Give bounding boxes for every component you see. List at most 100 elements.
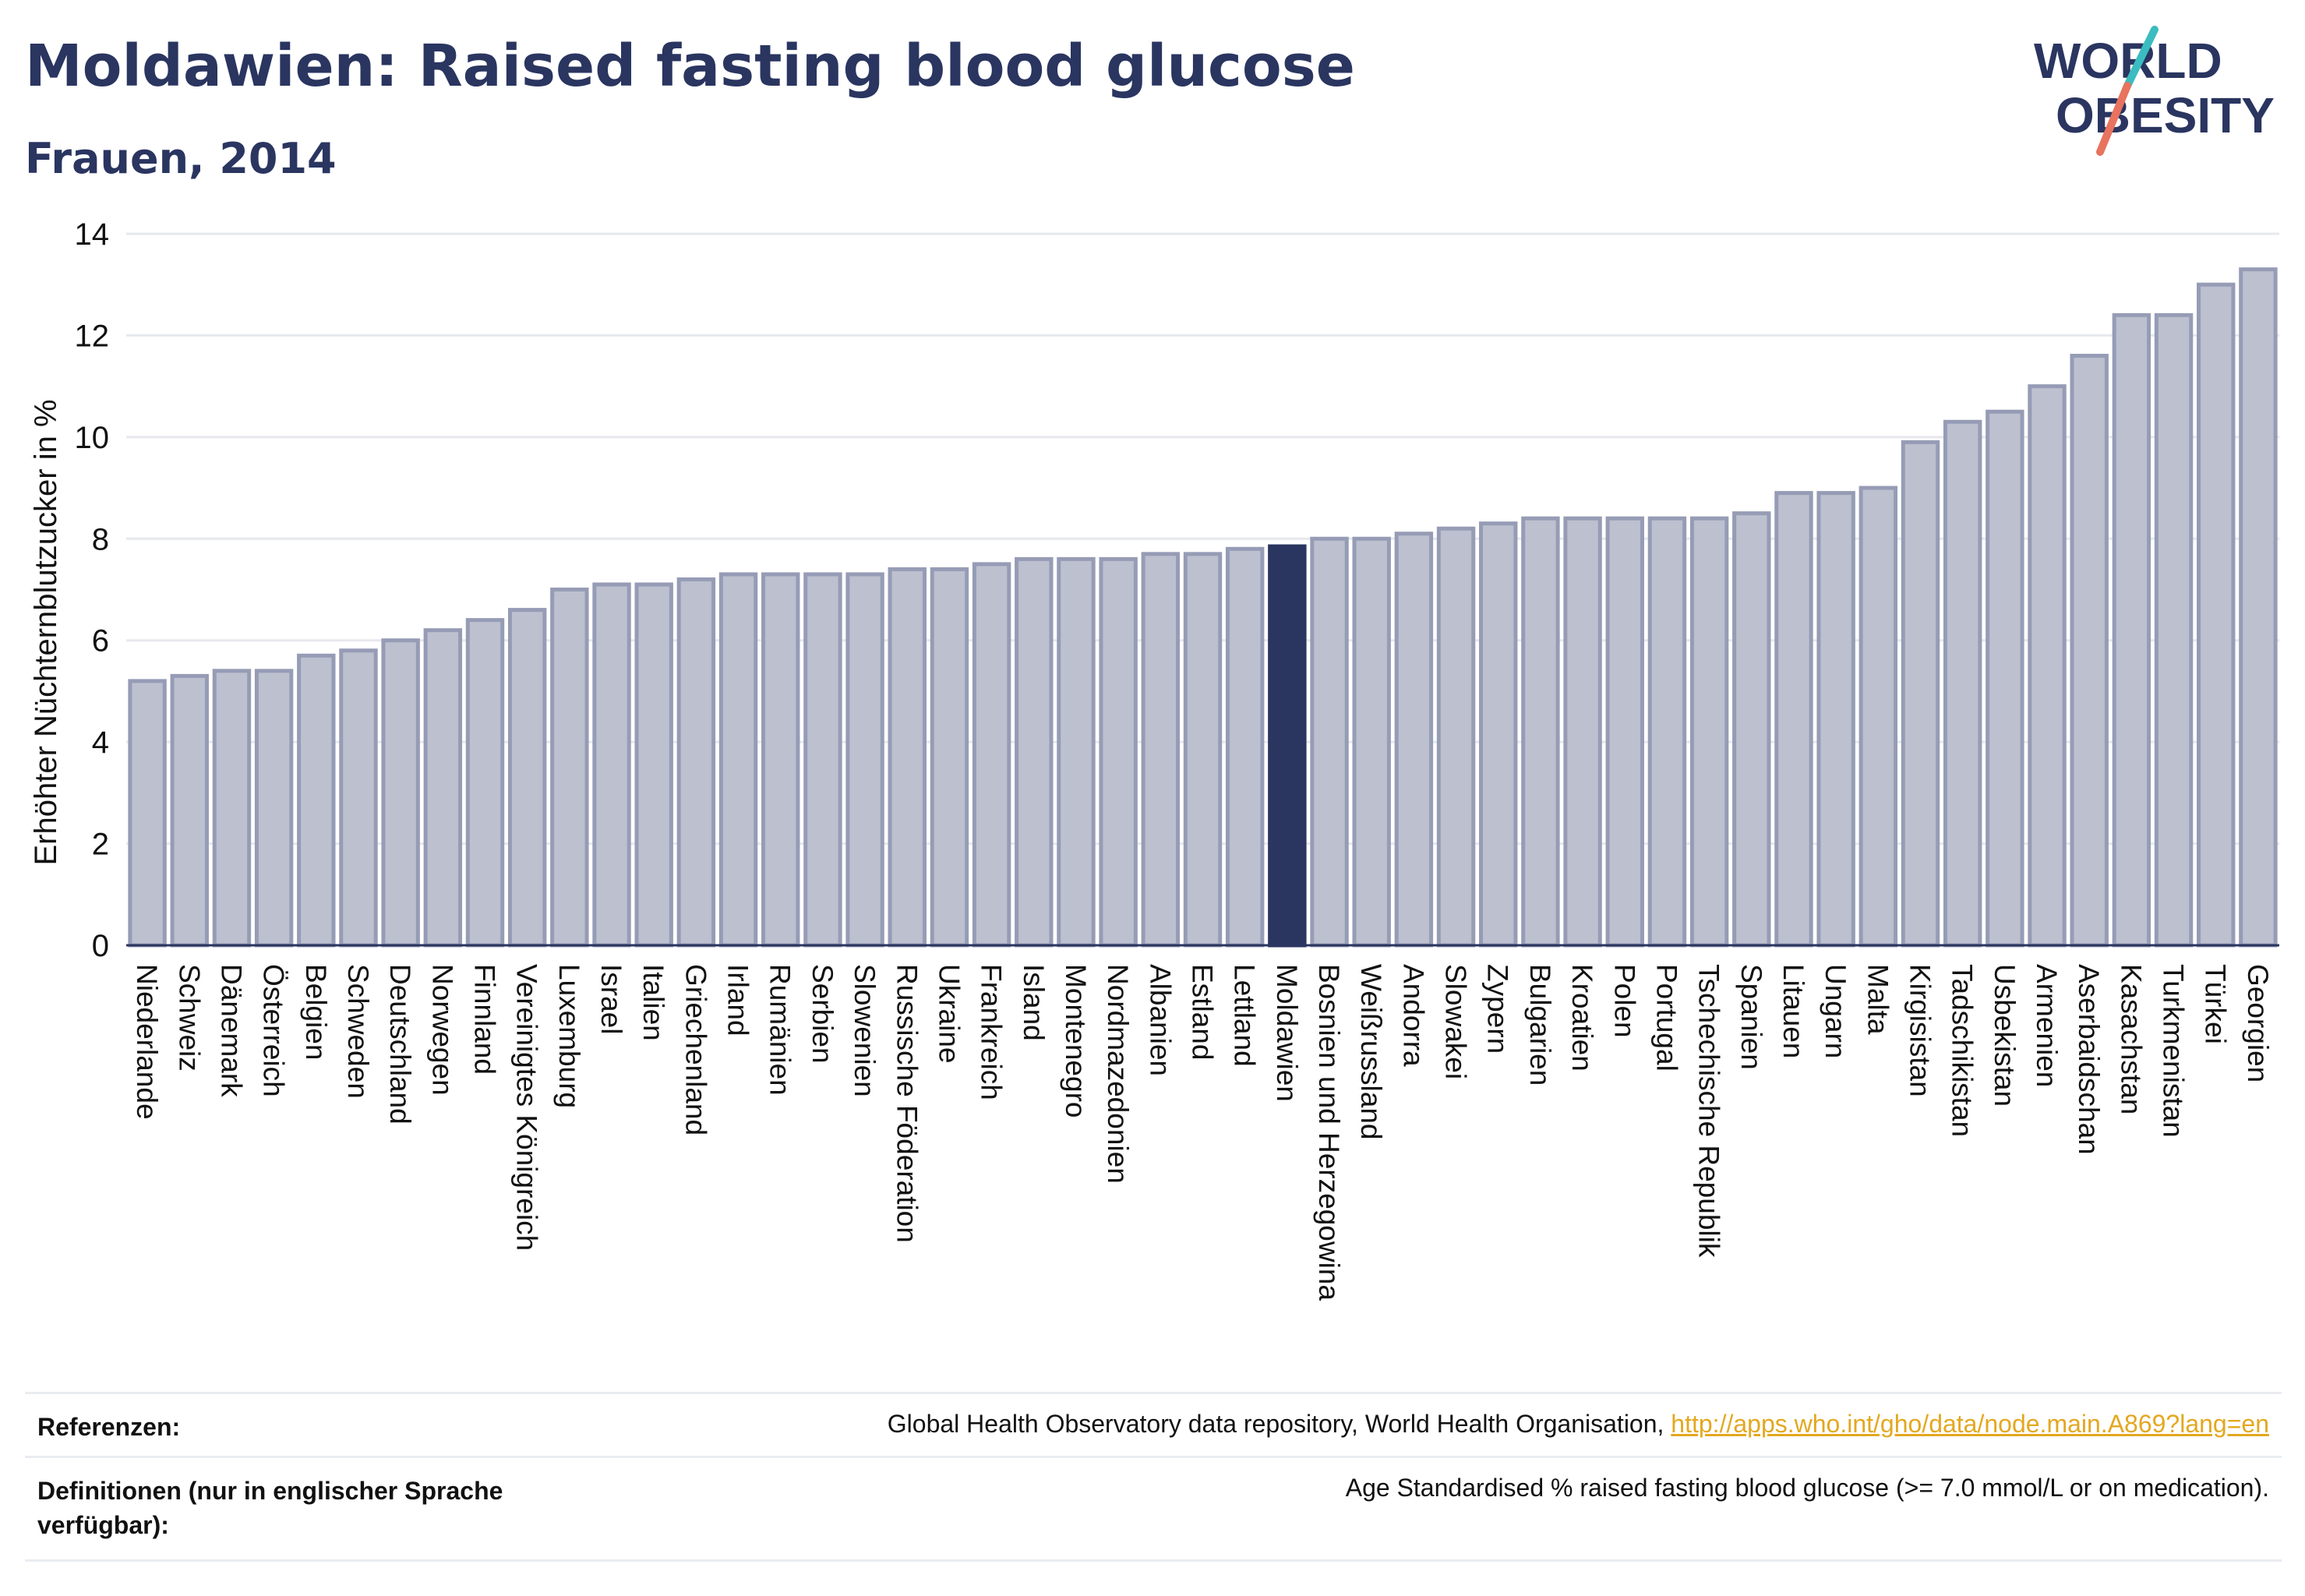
bar-tadschikistan[interactable] bbox=[1943, 419, 1982, 948]
bar-polen[interactable] bbox=[1605, 516, 1644, 948]
bar-deutschland[interactable] bbox=[381, 638, 420, 948]
bar-schweden[interactable] bbox=[339, 648, 378, 948]
definitions-row: Definitionen (nur in englischer Sprache … bbox=[25, 1456, 2282, 1562]
x-tick-label: Polen bbox=[1608, 964, 1640, 1038]
bar-andorra[interactable] bbox=[1394, 531, 1434, 948]
bar-rumänien[interactable] bbox=[761, 572, 800, 948]
bar-malta[interactable] bbox=[1858, 486, 1898, 948]
bar-kirgisistan[interactable] bbox=[1901, 440, 1940, 948]
bar-frankreich[interactable] bbox=[972, 562, 1011, 948]
bar-ungarn[interactable] bbox=[1816, 491, 1855, 948]
bar-russische-föderation[interactable] bbox=[888, 567, 927, 948]
world-obesity-logo: WORLD OBESITY bbox=[2034, 26, 2275, 156]
bar-island[interactable] bbox=[1015, 556, 1054, 948]
x-tick-label: Irland bbox=[722, 964, 754, 1036]
bar-aserbaidschan[interactable] bbox=[2070, 354, 2109, 948]
x-tick-label: Spanien bbox=[1735, 964, 1767, 1070]
references-row: Referenzen: Global Health Observatory da… bbox=[25, 1392, 2282, 1458]
bar-israel[interactable] bbox=[592, 582, 631, 948]
bar-niederlande[interactable] bbox=[128, 679, 167, 948]
bar-montenegro[interactable] bbox=[1057, 556, 1096, 948]
x-tick-label: Armenien bbox=[2031, 964, 2063, 1087]
x-tick-label: Vereinigtes Königreich bbox=[511, 964, 543, 1251]
x-axis-labels: Niederlande Schweiz Dänemark Österreich Belg… bbox=[131, 964, 2274, 1301]
x-tick-label: Tschechische Republik bbox=[1693, 964, 1725, 1258]
x-tick-label: Usbekistan bbox=[1989, 964, 2021, 1107]
x-tick-label: Serbien bbox=[807, 964, 838, 1064]
bar-kasachstan[interactable] bbox=[2112, 312, 2151, 948]
x-tick-label: Norwegen bbox=[426, 964, 458, 1096]
bar-nordmazedonien[interactable] bbox=[1099, 556, 1138, 948]
bar-dänemark[interactable] bbox=[212, 669, 252, 948]
x-tick-label: Kirgisistan bbox=[1904, 964, 1936, 1097]
bar-usbekistan[interactable] bbox=[1986, 409, 2024, 948]
x-tick-label: Griechenland bbox=[679, 964, 711, 1135]
y-tick-label: 6 bbox=[92, 624, 109, 659]
x-tick-label: Italien bbox=[637, 964, 669, 1041]
bar-bulgarien[interactable] bbox=[1521, 516, 1560, 948]
y-axis-ticks: 0 2 4 6 8 10 12 14 bbox=[75, 217, 110, 963]
bar-griechenland[interactable] bbox=[676, 577, 716, 948]
bar-slowenien[interactable] bbox=[845, 572, 884, 948]
x-tick-label: Slowenien bbox=[849, 964, 881, 1097]
x-tick-label: Russische Föderation bbox=[891, 964, 923, 1243]
bar-turkmenistan[interactable] bbox=[2154, 312, 2194, 948]
bar-irland[interactable] bbox=[718, 572, 758, 948]
x-tick-label: Georgien bbox=[2242, 964, 2274, 1082]
bar-moldawien[interactable] bbox=[1268, 544, 1307, 948]
x-tick-label: Bosnien und Herzegowina bbox=[1313, 964, 1345, 1301]
bar-norwegen[interactable] bbox=[423, 628, 463, 948]
bar-weißrussland[interactable] bbox=[1352, 536, 1391, 948]
x-tick-label: Turkmenistan bbox=[2158, 964, 2190, 1138]
definitions-value: Age Standardised % raised fasting blood … bbox=[1345, 1474, 2269, 1502]
bar-armenien[interactable] bbox=[2028, 384, 2067, 948]
y-tick-label: 2 bbox=[92, 828, 109, 862]
bar-italien[interactable] bbox=[634, 582, 673, 948]
bar-vereinigtes-königreich[interactable] bbox=[507, 608, 547, 948]
bar-ukraine[interactable] bbox=[930, 567, 969, 948]
bar-lettland[interactable] bbox=[1225, 546, 1265, 948]
bar-belgien[interactable] bbox=[297, 653, 336, 948]
bar-estland[interactable] bbox=[1183, 552, 1223, 948]
y-tick-label: 4 bbox=[92, 726, 109, 760]
x-tick-label: Schweiz bbox=[173, 964, 205, 1072]
x-tick-label: Deutschland bbox=[384, 964, 416, 1125]
x-tick-label: Weißrussland bbox=[1355, 964, 1387, 1140]
bar-zypern[interactable] bbox=[1479, 521, 1518, 948]
x-tick-label: Österreich bbox=[258, 964, 290, 1097]
references-link[interactable]: http://apps.who.int/gho/data/node.main.A… bbox=[1671, 1410, 2269, 1438]
x-tick-label: Malta bbox=[1862, 964, 1894, 1035]
x-tick-label: Ukraine bbox=[933, 964, 965, 1064]
bar-kroatien[interactable] bbox=[1563, 516, 1602, 948]
bar-spanien[interactable] bbox=[1732, 511, 1771, 948]
logo-line2: OBESITY bbox=[2056, 87, 2275, 143]
x-tick-label: Montenegro bbox=[1060, 964, 1092, 1118]
bar-tschechische-republik[interactable] bbox=[1689, 516, 1729, 948]
x-tick-label: Lettland bbox=[1229, 964, 1261, 1067]
bar-litauen[interactable] bbox=[1774, 491, 1813, 948]
x-tick-label: Kroatien bbox=[1566, 964, 1598, 1072]
bar-türkei[interactable] bbox=[2197, 282, 2236, 948]
x-tick-label: Israel bbox=[595, 964, 627, 1034]
x-tick-label: Rumänien bbox=[764, 964, 796, 1096]
y-tick-label: 12 bbox=[75, 319, 110, 353]
bar-serbien[interactable] bbox=[803, 572, 842, 948]
bar-schweiz[interactable] bbox=[170, 673, 209, 948]
y-tick-label: 8 bbox=[92, 522, 109, 556]
x-tick-label: Slowakei bbox=[1440, 964, 1472, 1079]
bar-slowakei[interactable] bbox=[1436, 526, 1476, 948]
x-tick-label: Andorra bbox=[1397, 964, 1429, 1067]
bar-luxemburg[interactable] bbox=[550, 588, 589, 948]
x-tick-label: Bulgarien bbox=[1524, 964, 1556, 1086]
bar-finnland[interactable] bbox=[465, 618, 505, 948]
bar-albanien[interactable] bbox=[1141, 552, 1181, 948]
x-tick-label: Dänemark bbox=[215, 964, 247, 1097]
bar-georgien[interactable] bbox=[2239, 267, 2278, 948]
references-value: Global Health Observatory data repositor… bbox=[888, 1410, 2269, 1439]
bar-portugal[interactable] bbox=[1647, 516, 1687, 948]
bar-österreich[interactable] bbox=[254, 669, 294, 948]
bar-chart: 0 2 4 6 8 10 12 14 Niederlande Schweiz Dänemark Ös… bbox=[29, 217, 2279, 1301]
bar-bosnien-und-herzegowina[interactable] bbox=[1310, 536, 1349, 948]
x-tick-label: Tadschikistan bbox=[1947, 964, 1978, 1137]
x-tick-label: Kasachstan bbox=[2115, 964, 2147, 1114]
